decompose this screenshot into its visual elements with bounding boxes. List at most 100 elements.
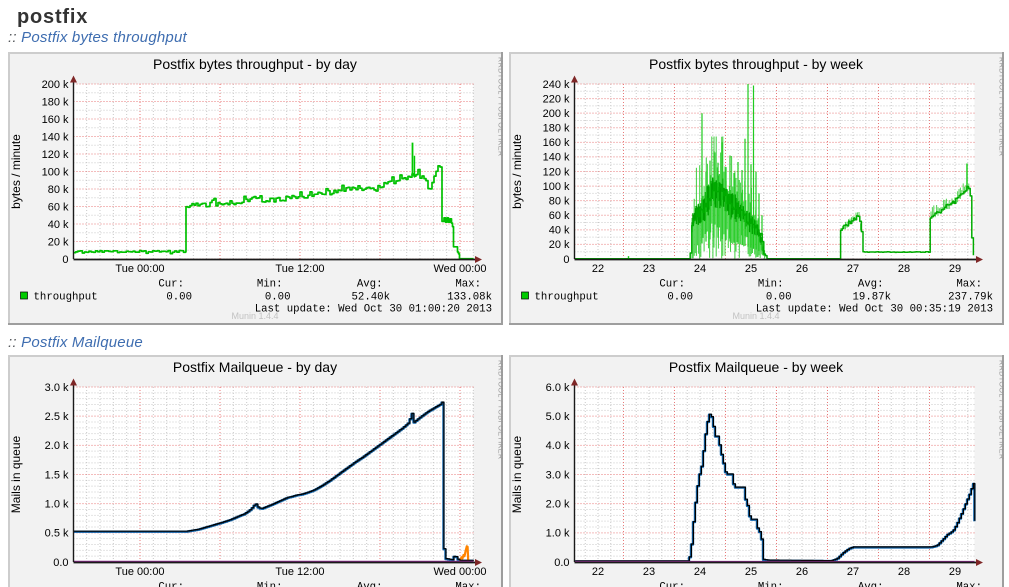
svg-text:28: 28 bbox=[898, 263, 910, 275]
svg-text:bytes / minute: bytes / minute bbox=[510, 134, 524, 209]
svg-text:Min:: Min: bbox=[758, 582, 784, 587]
svg-text:Cur:: Cur: bbox=[158, 279, 184, 291]
svg-text:1.0 k: 1.0 k bbox=[546, 528, 570, 540]
svg-text:0.00: 0.00 bbox=[166, 292, 192, 304]
svg-text:1.0 k: 1.0 k bbox=[45, 499, 69, 511]
svg-text:25: 25 bbox=[745, 263, 757, 275]
svg-text:RRDTOOL / TOBI OETIKER: RRDTOOL / TOBI OETIKER bbox=[998, 57, 1005, 157]
svg-text:Last update: Wed Oct 30 00:35:: Last update: Wed Oct 30 00:35:19 2013 bbox=[756, 304, 993, 316]
svg-text:Cur:: Cur: bbox=[158, 582, 184, 587]
svg-text:180 k: 180 k bbox=[42, 96, 69, 108]
svg-text:Tue 12:00: Tue 12:00 bbox=[275, 263, 324, 275]
svg-text:throughput: throughput bbox=[535, 292, 599, 304]
svg-text:20 k: 20 k bbox=[549, 239, 570, 251]
svg-text:22: 22 bbox=[592, 566, 604, 578]
svg-text:240 k: 240 k bbox=[543, 79, 570, 91]
svg-text:60 k: 60 k bbox=[549, 210, 570, 222]
svg-text:Min:: Min: bbox=[257, 582, 283, 587]
svg-text:40 k: 40 k bbox=[48, 219, 69, 231]
svg-text:2.0 k: 2.0 k bbox=[546, 499, 570, 511]
svg-text:133.08k: 133.08k bbox=[447, 292, 492, 304]
svg-text:80 k: 80 k bbox=[48, 184, 69, 196]
svg-text:28: 28 bbox=[898, 566, 910, 578]
svg-text:26: 26 bbox=[796, 263, 808, 275]
svg-text:24: 24 bbox=[694, 263, 706, 275]
svg-text:220 k: 220 k bbox=[543, 93, 570, 105]
svg-text:0.00: 0.00 bbox=[766, 292, 792, 304]
svg-text:120 k: 120 k bbox=[543, 166, 570, 178]
svg-text:25: 25 bbox=[745, 566, 757, 578]
svg-text:23: 23 bbox=[643, 263, 655, 275]
svg-text:26: 26 bbox=[796, 566, 808, 578]
svg-text:Min:: Min: bbox=[758, 279, 784, 291]
svg-text:Max:: Max: bbox=[956, 279, 982, 291]
svg-text:RRDTOOL / TOBI OETIKER: RRDTOOL / TOBI OETIKER bbox=[998, 360, 1005, 460]
svg-text:100 k: 100 k bbox=[42, 166, 69, 178]
svg-text:52.40k: 52.40k bbox=[352, 292, 390, 304]
svg-text:40 k: 40 k bbox=[549, 225, 570, 237]
svg-text:Tue 00:00: Tue 00:00 bbox=[115, 566, 164, 578]
svg-text:100 k: 100 k bbox=[543, 181, 570, 193]
svg-text:Avg:: Avg: bbox=[858, 582, 884, 587]
svg-text:29: 29 bbox=[949, 566, 961, 578]
svg-text:27: 27 bbox=[847, 263, 859, 275]
svg-text:0.00: 0.00 bbox=[667, 292, 693, 304]
svg-text:237.79k: 237.79k bbox=[948, 292, 993, 304]
svg-text:Mails in queue: Mails in queue bbox=[9, 435, 23, 513]
svg-text:0.0: 0.0 bbox=[554, 557, 569, 569]
svg-text:Avg:: Avg: bbox=[357, 279, 383, 291]
svg-text:60 k: 60 k bbox=[48, 201, 69, 213]
svg-text:2.5 k: 2.5 k bbox=[45, 411, 69, 423]
svg-text:Min:: Min: bbox=[257, 279, 283, 291]
svg-text:Max:: Max: bbox=[455, 582, 481, 587]
svg-text:6.0 k: 6.0 k bbox=[546, 382, 570, 394]
svg-text:5.0 k: 5.0 k bbox=[546, 411, 570, 423]
svg-text:20 k: 20 k bbox=[48, 236, 69, 248]
svg-text:Wed 00:00: Wed 00:00 bbox=[433, 566, 486, 578]
svg-text:Postfix Mailqueue - by day: Postfix Mailqueue - by day bbox=[173, 359, 337, 375]
svg-text:Cur:: Cur: bbox=[659, 279, 685, 291]
svg-text:Mails in queue: Mails in queue bbox=[510, 435, 524, 513]
svg-text:Tue 12:00: Tue 12:00 bbox=[275, 566, 324, 578]
svg-text:Munin 1.4.4: Munin 1.4.4 bbox=[231, 311, 278, 321]
svg-text:200 k: 200 k bbox=[42, 79, 69, 91]
svg-text:Wed 00:00: Wed 00:00 bbox=[433, 263, 486, 275]
svg-text:RRDTOOL / TOBI OETIKER: RRDTOOL / TOBI OETIKER bbox=[497, 360, 504, 460]
svg-text:Avg:: Avg: bbox=[858, 279, 884, 291]
svg-text:0.00: 0.00 bbox=[265, 292, 291, 304]
svg-text:Avg:: Avg: bbox=[357, 582, 383, 587]
svg-text:0.5 k: 0.5 k bbox=[45, 528, 69, 540]
svg-text:Max:: Max: bbox=[956, 582, 982, 587]
svg-text:27: 27 bbox=[847, 566, 859, 578]
svg-text:22: 22 bbox=[592, 263, 604, 275]
svg-text:180 k: 180 k bbox=[543, 123, 570, 135]
svg-text:Postfix bytes throughput - by: Postfix bytes throughput - by week bbox=[649, 56, 864, 72]
svg-text:3.0 k: 3.0 k bbox=[45, 382, 69, 394]
svg-text:0: 0 bbox=[62, 254, 68, 266]
svg-text:Postfix Mailqueue - by week: Postfix Mailqueue - by week bbox=[669, 359, 844, 375]
svg-text:RRDTOOL / TOBI OETIKER: RRDTOOL / TOBI OETIKER bbox=[497, 57, 504, 157]
svg-text:140 k: 140 k bbox=[543, 152, 570, 164]
svg-text:0: 0 bbox=[563, 254, 569, 266]
svg-text:4.0 k: 4.0 k bbox=[546, 440, 570, 452]
svg-text:120 k: 120 k bbox=[42, 149, 69, 161]
svg-text:Last update: Wed Oct 30 01:00:: Last update: Wed Oct 30 01:00:20 2013 bbox=[255, 304, 492, 316]
svg-text:29: 29 bbox=[949, 263, 961, 275]
svg-text:Munin 1.4.4: Munin 1.4.4 bbox=[732, 311, 779, 321]
svg-text:140 k: 140 k bbox=[42, 131, 69, 143]
svg-text:Tue 00:00: Tue 00:00 bbox=[115, 263, 164, 275]
svg-text:19.87k: 19.87k bbox=[853, 292, 891, 304]
svg-text:160 k: 160 k bbox=[543, 137, 570, 149]
svg-text:1.5 k: 1.5 k bbox=[45, 469, 69, 481]
svg-text:80 k: 80 k bbox=[549, 196, 570, 208]
svg-text:23: 23 bbox=[643, 566, 655, 578]
svg-text:24: 24 bbox=[694, 566, 706, 578]
svg-text:bytes / minute: bytes / minute bbox=[9, 134, 23, 209]
svg-text:0.0: 0.0 bbox=[53, 557, 68, 569]
svg-text:200 k: 200 k bbox=[543, 108, 570, 120]
svg-text:Cur:: Cur: bbox=[659, 582, 685, 587]
svg-text:Postfix bytes throughput - by: Postfix bytes throughput - by day bbox=[153, 56, 357, 72]
svg-text:2.0 k: 2.0 k bbox=[45, 440, 69, 452]
svg-text:160 k: 160 k bbox=[42, 114, 69, 126]
svg-text:Max:: Max: bbox=[455, 279, 481, 291]
